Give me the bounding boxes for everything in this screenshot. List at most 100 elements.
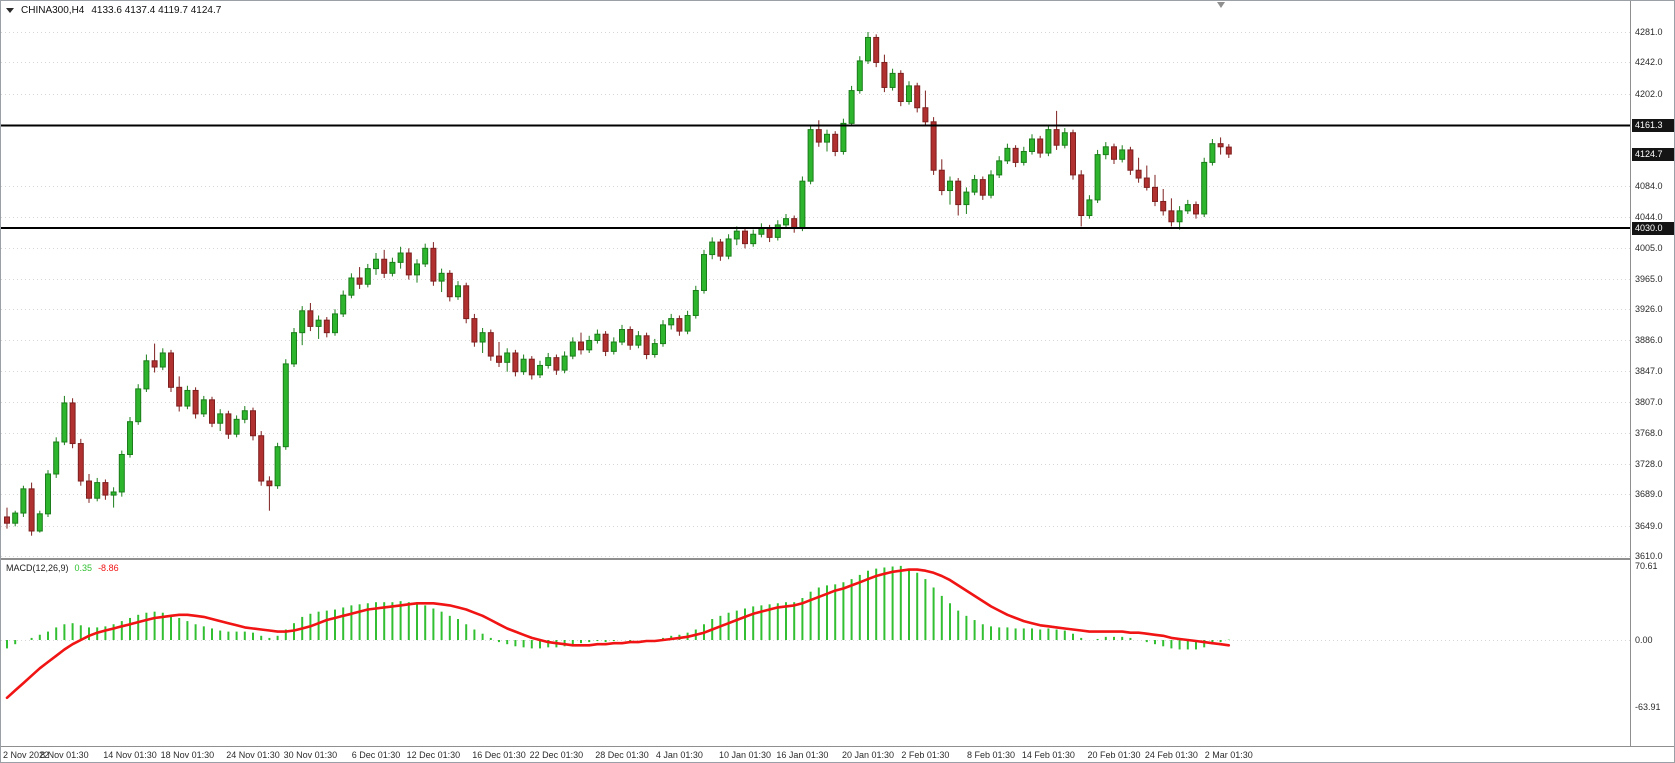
price-tick-label: 4281.0	[1635, 27, 1663, 37]
time-axis[interactable]: 2 Nov 2022 8 Nov 01:30 14 Nov 01:30 18 Nov …	[1, 747, 1674, 762]
panel-separator[interactable]	[1, 558, 1674, 560]
candle	[340, 290, 347, 318]
price-tick-label: 3689.0	[1635, 489, 1663, 500]
candle	[1070, 129, 1076, 180]
candle	[1012, 145, 1019, 168]
candle	[799, 176, 806, 232]
candle	[200, 395, 207, 417]
candle	[922, 90, 929, 127]
time-axis-label: 28 Dec 01:30	[595, 750, 649, 760]
price-tick-label: 4005.0	[1635, 242, 1663, 253]
time-axis-label: 8 Feb 01:30	[966, 750, 1016, 760]
candle	[807, 124, 814, 185]
candle	[758, 223, 765, 238]
candle	[717, 238, 724, 261]
candle	[282, 359, 289, 450]
candle	[988, 170, 994, 199]
candle	[1135, 157, 1142, 183]
candle	[94, 477, 101, 502]
candle	[1029, 134, 1035, 155]
time-axis-label: 14 Feb 01:30	[1021, 750, 1075, 760]
candle	[651, 338, 658, 358]
ohlc-values-label: 4133.6 4137.4 4119.7 4124.7	[91, 5, 222, 16]
candle	[996, 156, 1003, 179]
candle	[971, 174, 978, 196]
candle	[1152, 174, 1158, 207]
candle	[414, 259, 420, 283]
candle	[774, 220, 781, 241]
candle	[553, 354, 560, 375]
macd-scale-label: 0.00	[1635, 635, 1653, 645]
macd-canvas[interactable]	[1, 560, 1630, 746]
chart-shift-marker-icon[interactable]	[1217, 2, 1225, 8]
chart-header: CHINA300,H4 4133.6 4137.4 4119.7 4124.7	[6, 5, 221, 16]
candle	[668, 313, 675, 330]
candle	[709, 237, 716, 260]
candle	[209, 396, 215, 428]
time-axis-label: 16 Jan 01:30	[776, 750, 829, 760]
candle	[274, 442, 281, 489]
candle	[1078, 170, 1085, 227]
price-chart-canvas[interactable]	[1, 1, 1630, 558]
candle	[446, 270, 453, 302]
candle	[233, 415, 240, 438]
timeaxis-separator	[1, 746, 1674, 747]
candle	[1111, 143, 1117, 164]
candle	[77, 438, 84, 486]
candle	[561, 351, 568, 374]
candle	[897, 70, 904, 107]
candle	[627, 326, 634, 350]
time-axis-label: 20 Jan 01:30	[841, 750, 895, 760]
time-axis-label: 20 Feb 01:30	[1087, 750, 1141, 760]
price-tick-label: 3847.0	[1635, 365, 1663, 376]
macd-histogram	[6, 565, 1230, 650]
candle	[397, 246, 404, 269]
candle	[725, 234, 732, 260]
candle	[159, 348, 166, 371]
candle	[61, 395, 68, 446]
candle	[684, 310, 691, 335]
price-tick-label: 3649.0	[1635, 520, 1663, 531]
candle	[873, 34, 880, 68]
candle	[36, 510, 43, 533]
time-axis-label: 16 Dec 01:30	[472, 750, 526, 760]
candle	[1061, 128, 1068, 149]
candle	[471, 313, 478, 347]
price-chart-panel[interactable]: CHINA300,H4 4133.6 4137.4 4119.7 4124.7	[1, 1, 1630, 558]
candles	[4, 32, 1232, 536]
candle	[865, 32, 871, 65]
price-tick-label: 4084.0	[1635, 180, 1663, 191]
candle	[1193, 201, 1199, 219]
candle	[373, 253, 379, 275]
candle	[192, 387, 199, 419]
candle	[1020, 146, 1027, 166]
candle	[889, 68, 896, 91]
candle	[143, 354, 150, 393]
time-axis-label: 10 Jan 01:30	[718, 750, 772, 760]
candle	[463, 282, 470, 324]
symbol-dropdown-icon[interactable]	[6, 8, 14, 13]
candle	[750, 229, 757, 247]
candle	[1102, 142, 1109, 160]
macd-label: MACD(12,26,9)	[6, 563, 69, 573]
hline-price-badge: 4030.0	[1632, 221, 1674, 235]
candle	[1094, 149, 1101, 204]
candle	[118, 450, 125, 497]
time-axis-label: 22 Dec 01:30	[529, 750, 584, 760]
price-tick-label: 4044.0	[1635, 212, 1663, 223]
candle	[184, 385, 191, 410]
candle	[979, 176, 986, 200]
current-price-badge: 4124.7	[1632, 147, 1674, 161]
price-tick-label: 3807.0	[1635, 397, 1663, 408]
price-axis[interactable]: 4281.0 4242.0 4202.0 4084.0 4044.0 4005.0 3965…	[1630, 1, 1674, 746]
macd-panel[interactable]: MACD(12,26,9) 0.35 -8.86	[1, 560, 1630, 746]
candle	[1119, 145, 1126, 163]
candle	[791, 215, 798, 233]
candle	[315, 315, 322, 339]
candle	[635, 331, 642, 349]
time-axis-label: 8 Nov 01:30	[40, 750, 89, 760]
candle	[840, 118, 847, 155]
time-axis-label: 2 Mar 01:30	[1204, 750, 1253, 760]
candle	[848, 85, 855, 127]
time-axis-label: 2 Nov 2022	[3, 750, 50, 760]
